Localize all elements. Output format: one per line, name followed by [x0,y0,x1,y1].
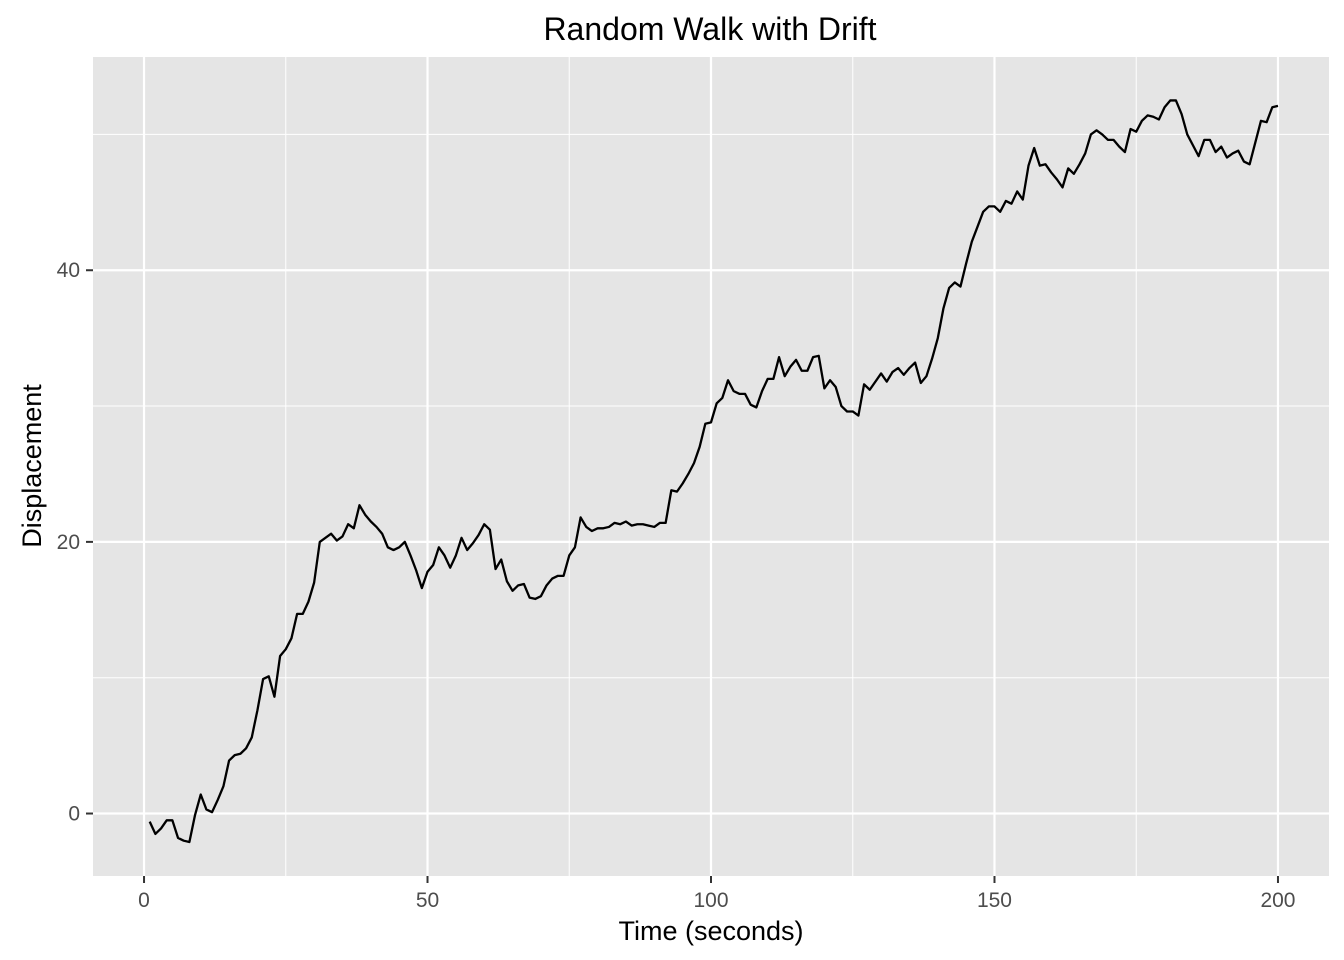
x-tick-label: 200 [1260,889,1295,912]
series-line [148,99,1279,844]
major-gridlines [93,57,1329,876]
x-tick-label: 0 [138,889,150,912]
x-axis: 0 50 100 150 200 [138,876,1295,912]
y-tick-label: 40 [57,259,80,282]
chart-title: Random Walk with Drift [543,11,876,47]
x-tick-label: 150 [977,889,1012,912]
y-tick-label: 0 [68,803,80,826]
y-tick-label: 20 [57,531,80,554]
x-tick-label: 50 [416,889,439,912]
y-axis: 0 20 40 [57,259,93,826]
x-axis-title: Time (seconds) [618,916,803,946]
x-tick-label: 100 [693,889,728,912]
y-axis-title: Displacement [17,384,47,548]
